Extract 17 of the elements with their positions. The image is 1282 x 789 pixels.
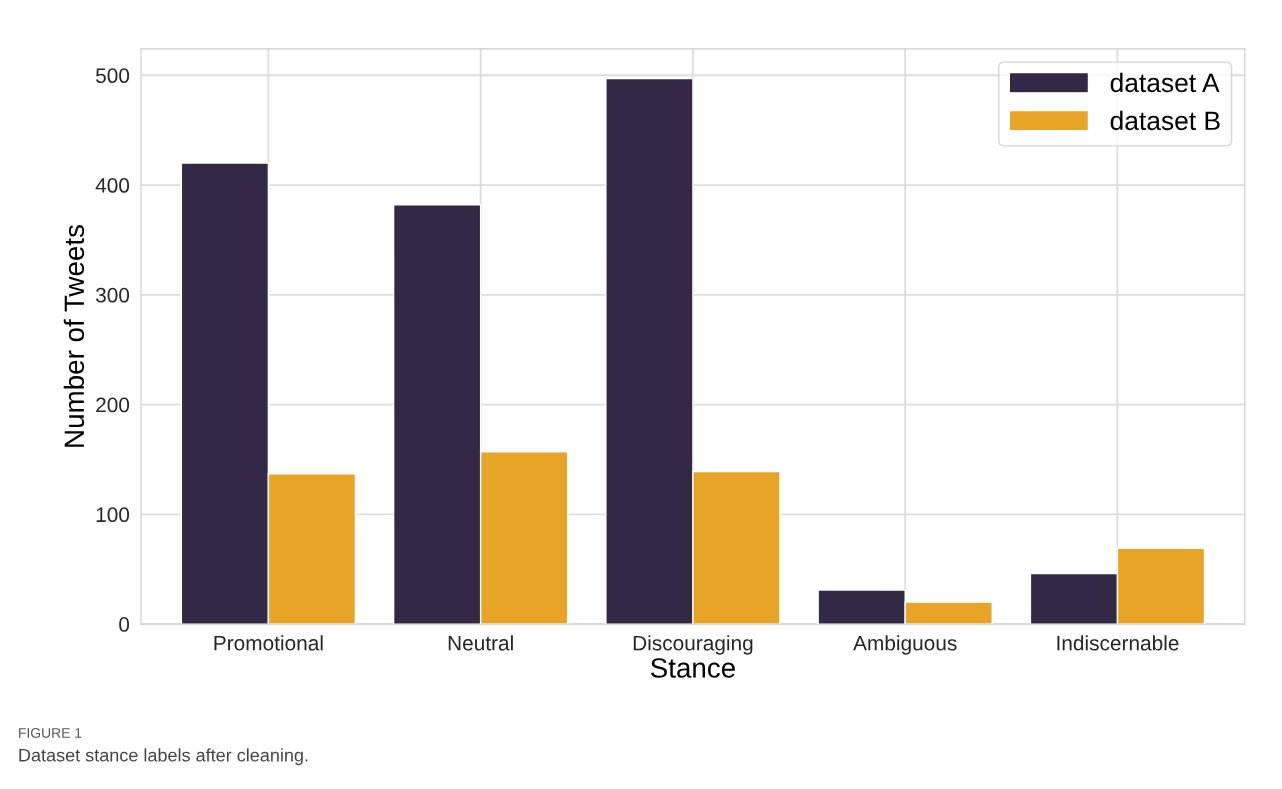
y-tick-label: 400 [95,178,130,193]
text: Dataset stance labels after cleaning. [19,748,308,766]
y-axis-title: Number of Tweets [63,225,85,447]
legend-label: dataset A [1110,72,1220,93]
y-tick-label: 300 [95,287,130,303]
y-tick-label: 100 [96,507,130,523]
legend-label: dataset B [1110,110,1220,131]
caption: FIGURE 1 [19,728,82,738]
y-tick-label: 500 [95,68,130,84]
x-tick-label: Discouraging [633,635,753,655]
y-tick-label: 0 [119,617,130,632]
x-axis-title: Stance [650,658,735,678]
x-tick-label: Indiscernable [1057,635,1179,651]
y-tick-label: 200 [96,397,130,413]
x-tick-label: Neutral [448,635,513,651]
x-tick-label: Promotional [214,635,323,651]
x-tick-label: Ambiguous [853,635,957,655]
